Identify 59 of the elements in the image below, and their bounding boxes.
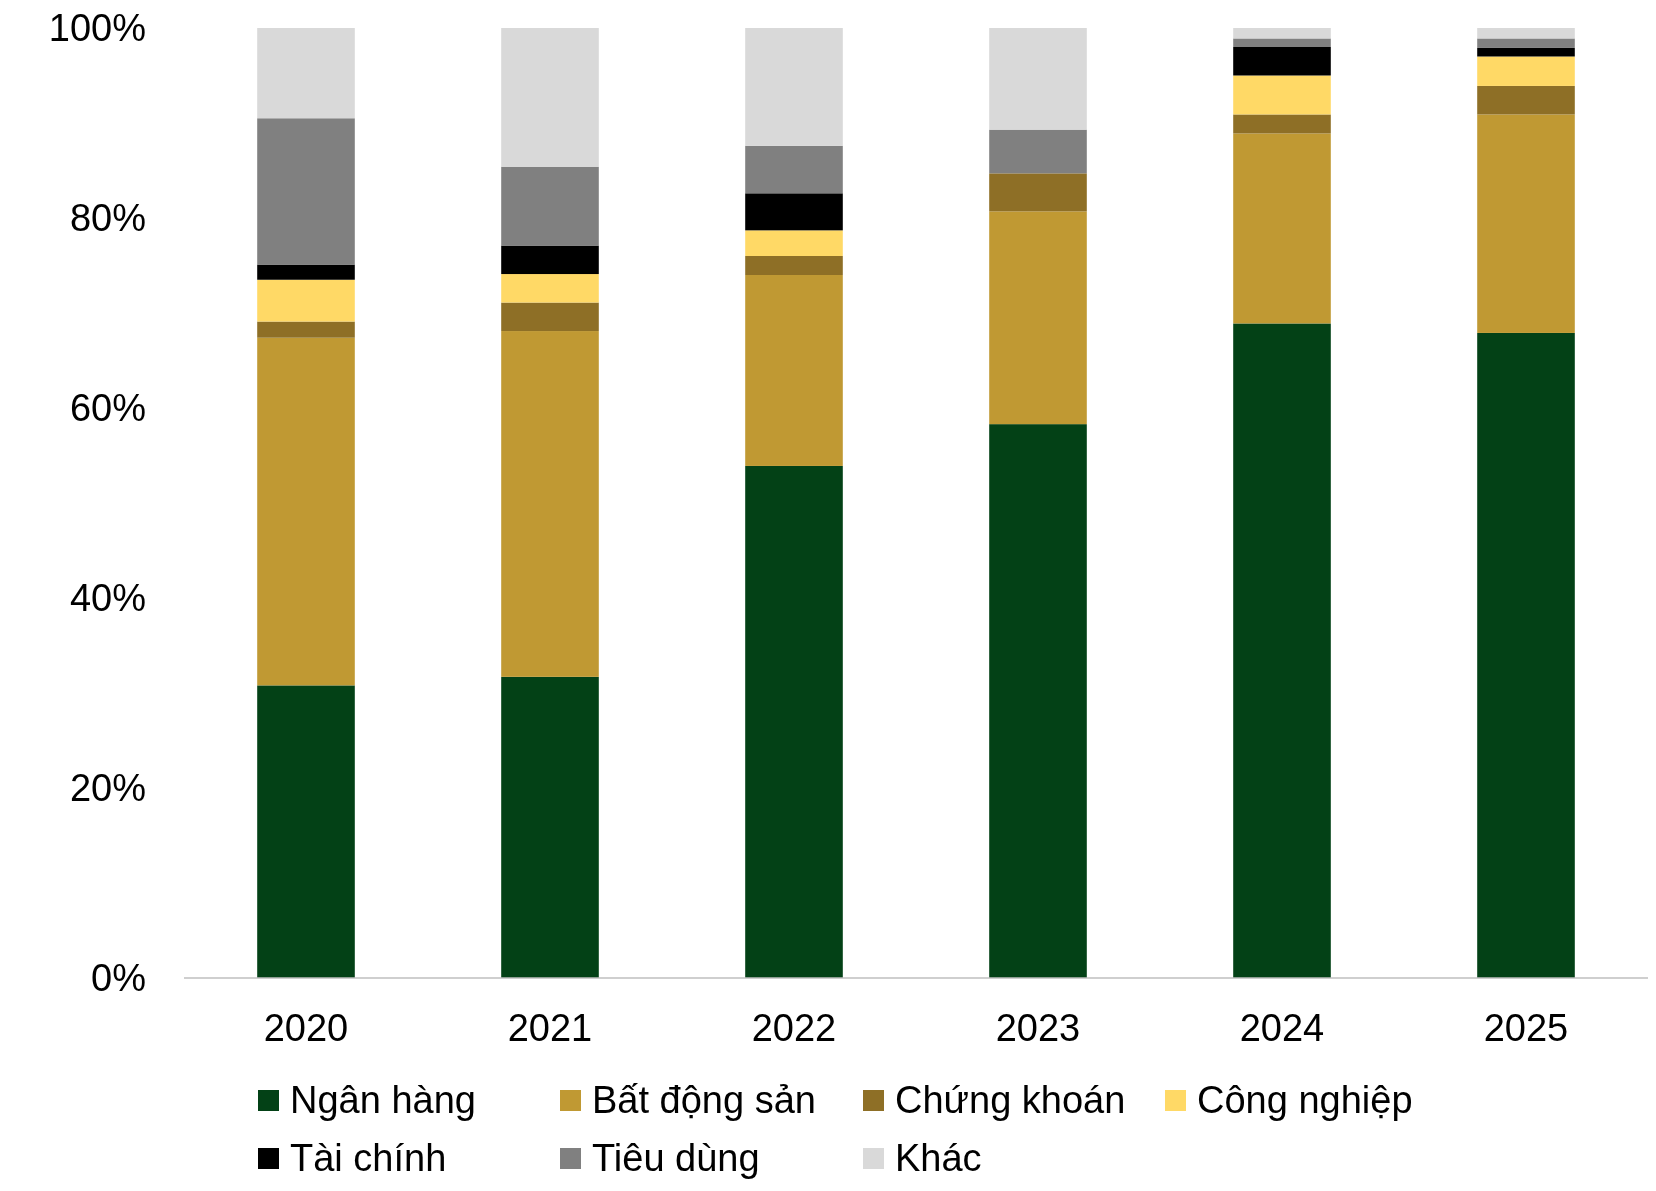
bar bbox=[1233, 133, 1331, 324]
bar bbox=[501, 274, 599, 303]
bar bbox=[257, 264, 355, 280]
y-tick-label: 60% bbox=[69, 387, 146, 430]
x-tick-label: 2023 bbox=[995, 1007, 1081, 1049]
y-tick-label: 80% bbox=[69, 197, 146, 240]
bar bbox=[745, 28, 843, 146]
y-tick-label: 20% bbox=[69, 767, 146, 810]
bar bbox=[989, 173, 1087, 212]
y-tick-label: 0% bbox=[91, 957, 146, 1000]
legend-label: Tài chính bbox=[290, 1137, 447, 1180]
bar bbox=[989, 28, 1087, 130]
legend-label: Bất động sản bbox=[592, 1079, 816, 1122]
bar bbox=[1233, 28, 1331, 39]
bar bbox=[501, 331, 599, 677]
bar bbox=[501, 245, 599, 275]
bar bbox=[745, 465, 843, 978]
bar bbox=[1477, 114, 1575, 333]
x-tick-label: 2024 bbox=[1239, 1007, 1325, 1049]
x-tick-label: 2025 bbox=[1483, 1007, 1569, 1049]
legend-label: Tiêu dùng bbox=[592, 1137, 760, 1180]
bar bbox=[257, 118, 355, 265]
x-tick-label: 2020 bbox=[263, 1007, 349, 1049]
bar bbox=[1233, 323, 1331, 978]
x-tick-label: 2021 bbox=[507, 1007, 593, 1049]
bar bbox=[745, 275, 843, 466]
bar bbox=[1233, 114, 1331, 134]
bar bbox=[1233, 38, 1331, 47]
bar bbox=[501, 28, 599, 167]
bar bbox=[257, 279, 355, 322]
bar bbox=[745, 256, 843, 275]
bar bbox=[1477, 38, 1575, 48]
bar bbox=[989, 129, 1087, 174]
legend-label: Chứng khoán bbox=[895, 1079, 1126, 1122]
bar bbox=[501, 166, 599, 246]
legend-label: Khác bbox=[895, 1137, 982, 1180]
legend-label: Ngân hàng bbox=[290, 1079, 476, 1122]
bar bbox=[257, 685, 355, 978]
bar bbox=[257, 337, 355, 686]
y-tick-label: 100% bbox=[48, 7, 146, 50]
bar bbox=[1233, 75, 1331, 115]
x-tick-label: 2022 bbox=[751, 1007, 837, 1049]
bar bbox=[1477, 332, 1575, 978]
bar bbox=[745, 230, 843, 256]
bar bbox=[1477, 56, 1575, 86]
bar bbox=[501, 676, 599, 978]
bar bbox=[257, 321, 355, 338]
bar bbox=[257, 28, 355, 119]
bar bbox=[1477, 28, 1575, 39]
bar bbox=[745, 193, 843, 231]
bar bbox=[1233, 47, 1331, 76]
bar bbox=[1477, 85, 1575, 115]
bar bbox=[501, 302, 599, 332]
y-tick-label: 40% bbox=[69, 577, 146, 620]
bar bbox=[989, 424, 1087, 978]
bar bbox=[745, 145, 843, 194]
bar bbox=[989, 211, 1087, 425]
legend-label: Công nghiệp bbox=[1197, 1079, 1413, 1122]
bar bbox=[1477, 47, 1575, 57]
